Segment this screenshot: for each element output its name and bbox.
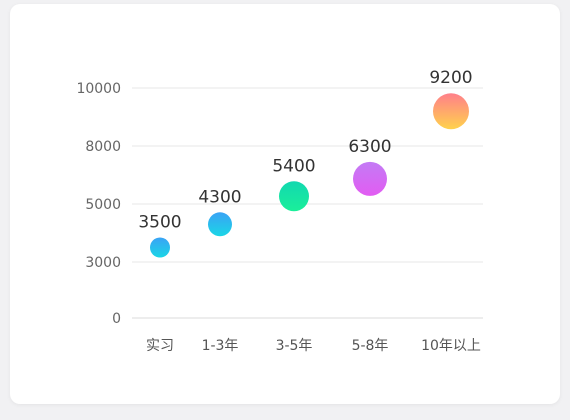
data-label: 4300 [198,187,241,207]
y-tick-label: 8000 [85,139,121,155]
x-category-label: 10年以上 [421,338,481,354]
data-label: 5400 [272,156,315,176]
y-tick-label: 0 [112,311,121,327]
x-category-label: 1-3年 [202,338,239,354]
x-category-label: 实习 [146,338,174,354]
data-label: 9200 [429,68,472,88]
y-tick-label: 5000 [85,197,121,213]
data-label: 3500 [138,213,181,233]
bubble[interactable] [150,237,170,258]
bubble[interactable] [353,161,387,196]
bubble[interactable] [279,181,309,212]
y-axis-ticks: 0 3000 5000 8000 10000 [76,81,121,327]
x-axis-categories: 实习 1-3年 3-5年 5-8年 10年以上 [146,338,481,354]
grid-lines [132,87,483,319]
data-labels: 3500 4300 5400 6300 9200 [138,68,472,232]
y-tick-label: 3000 [85,255,121,271]
bubbles [150,93,469,258]
data-label: 6300 [348,137,391,157]
bubble[interactable] [433,93,469,130]
x-category-label: 3-5年 [276,338,313,354]
y-tick-label: 10000 [76,81,121,97]
x-category-label: 5-8年 [352,338,389,354]
bubble[interactable] [208,212,232,237]
